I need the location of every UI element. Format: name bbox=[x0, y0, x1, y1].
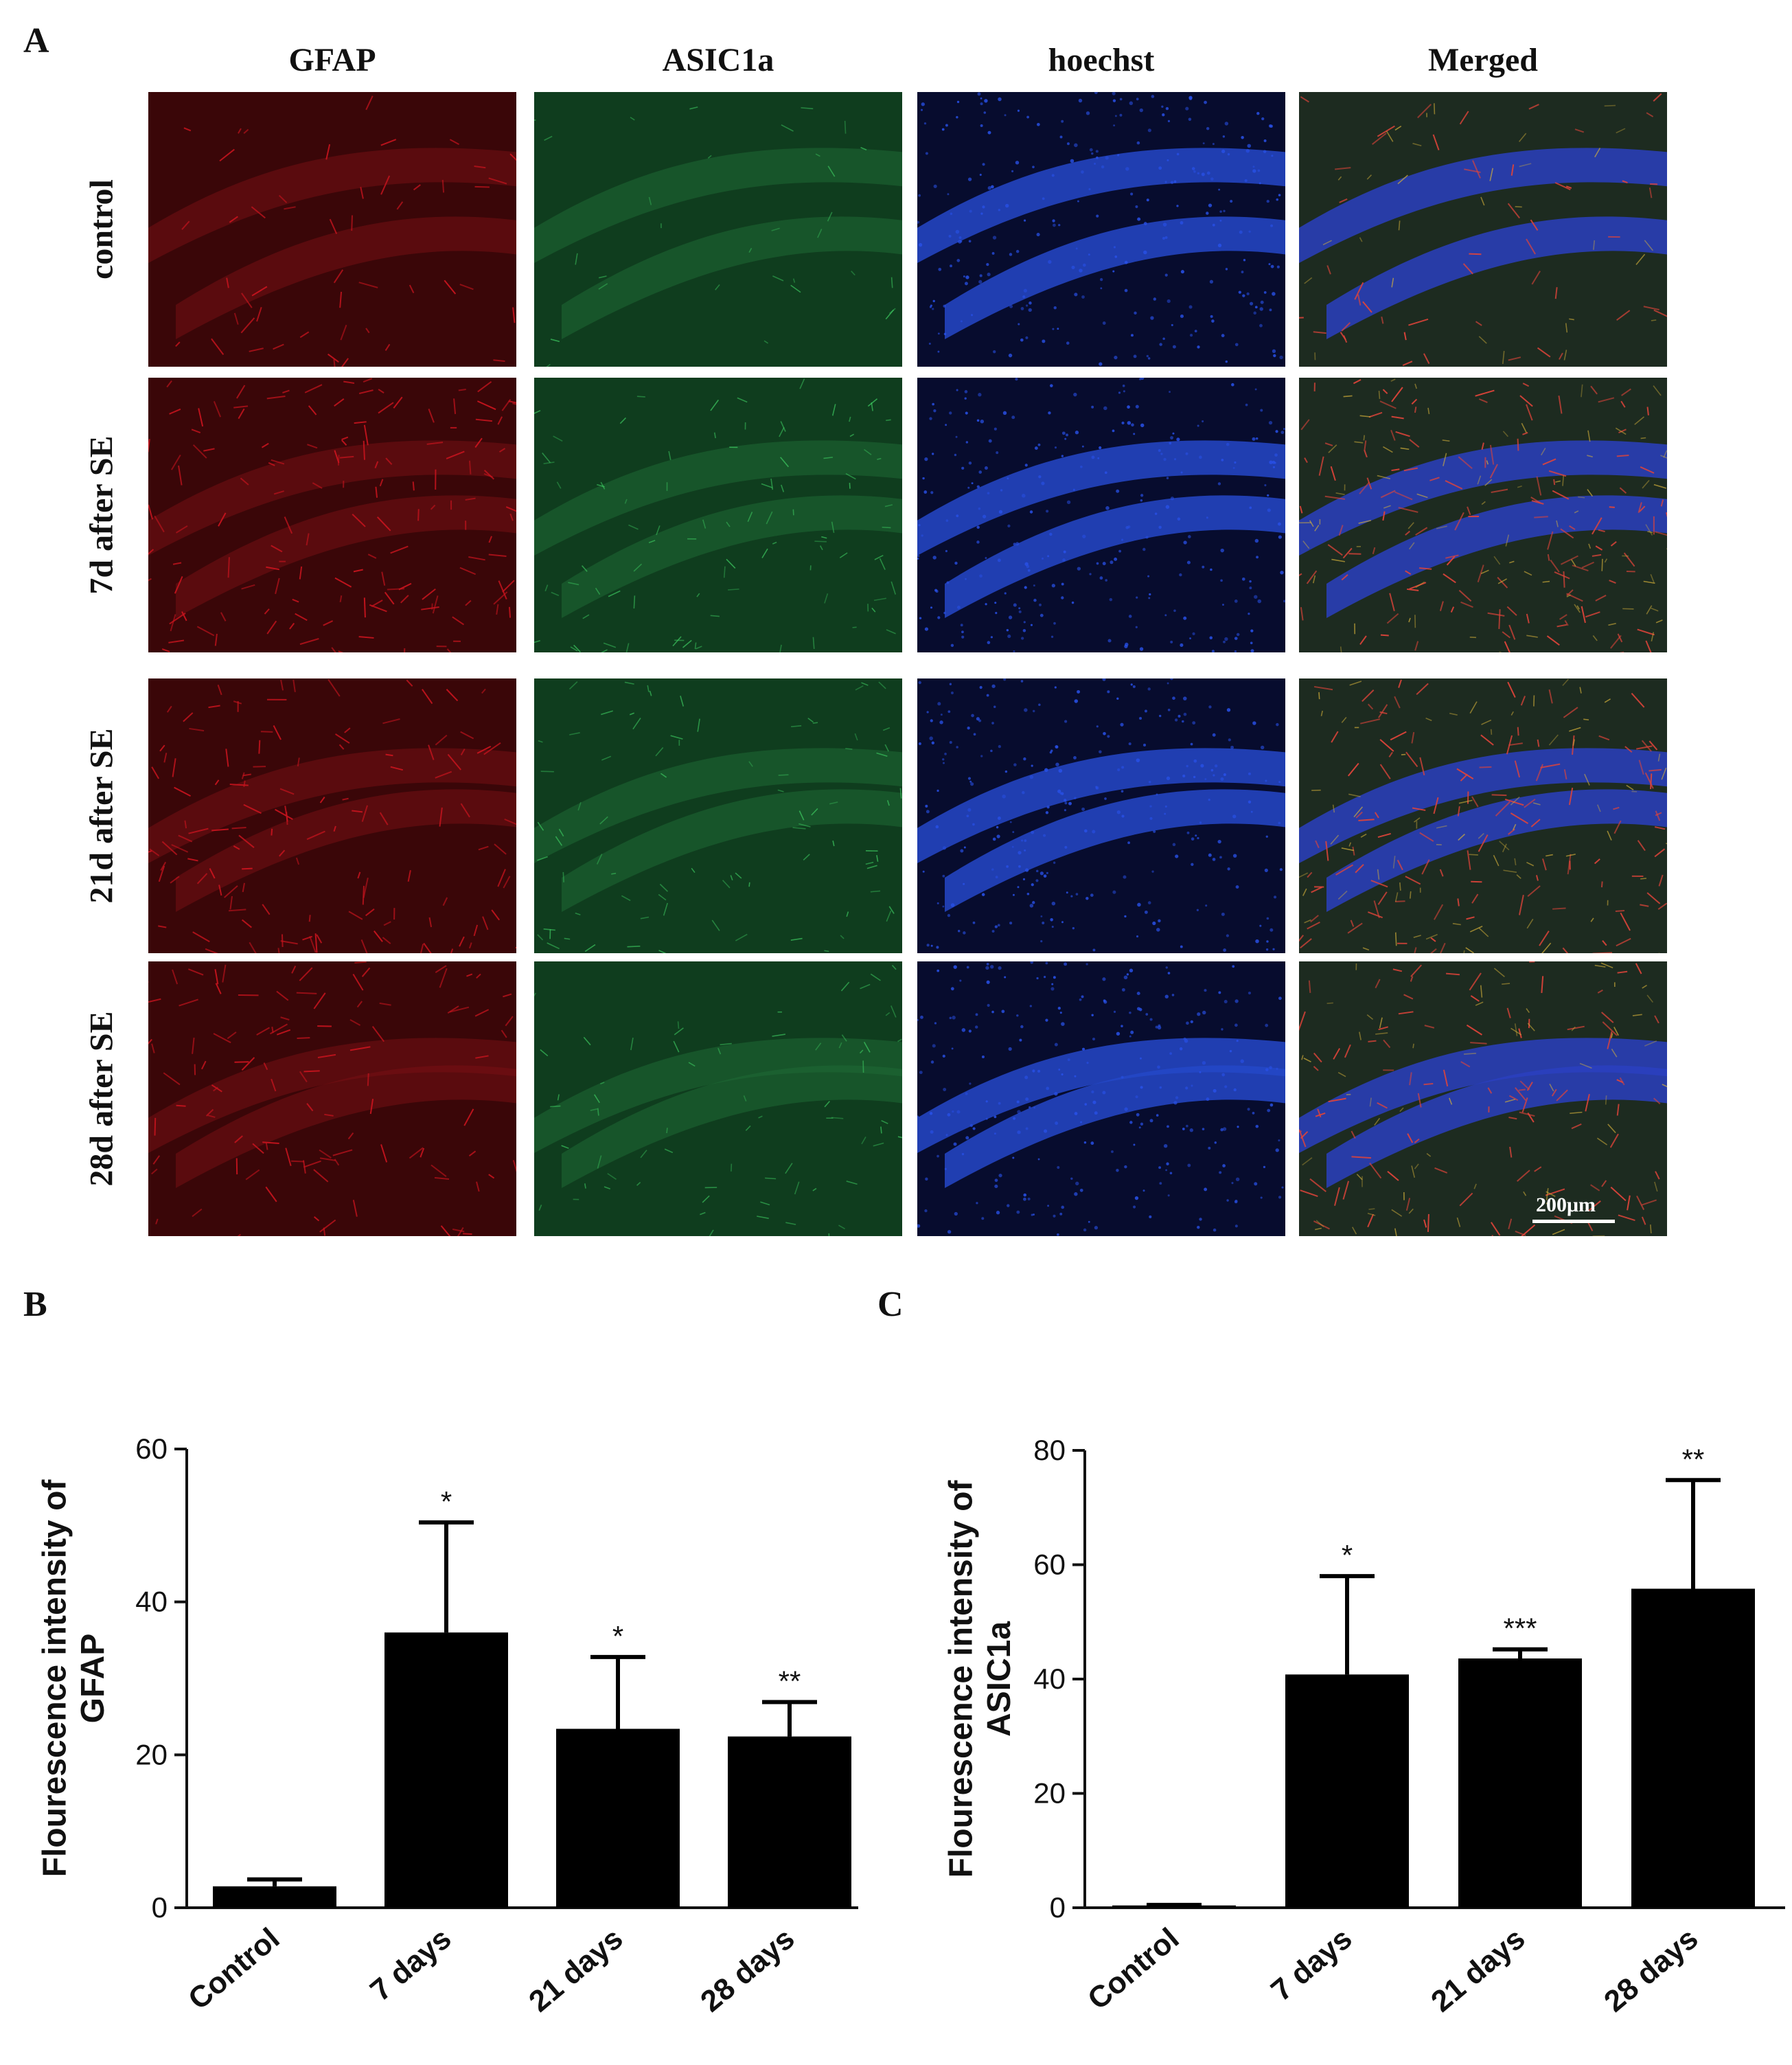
bar-2 bbox=[556, 1729, 680, 1908]
row-label-1: 7d after SE bbox=[83, 435, 120, 595]
micrograph-merged-row-3 bbox=[1299, 961, 1667, 1236]
significance-marker: ** bbox=[779, 1665, 801, 1698]
y-axis-label-line: GFAP bbox=[75, 1634, 111, 1724]
micrograph-hoechst-row-2 bbox=[917, 678, 1285, 953]
bar-0 bbox=[213, 1886, 336, 1908]
y-tick-label: 20 bbox=[135, 1738, 168, 1770]
column-header-gfap: GFAP bbox=[288, 42, 376, 78]
x-category-label: 7 days bbox=[364, 1921, 457, 2008]
column-header-asic1a: ASIC1a bbox=[662, 42, 774, 78]
y-axis-label-line: Flourescence intensity of bbox=[943, 1480, 980, 1878]
bar-1 bbox=[384, 1632, 508, 1908]
significance-marker: * bbox=[441, 1485, 452, 1518]
y-tick-label: 40 bbox=[1033, 1663, 1066, 1695]
significance-marker: *** bbox=[1503, 1612, 1537, 1645]
x-category-label: 28 days bbox=[694, 1921, 801, 2018]
y-axis-label-line: ASIC1a bbox=[981, 1621, 1018, 1737]
micrograph-asic1a-row-3 bbox=[534, 961, 902, 1236]
row-label-0: control bbox=[83, 179, 120, 279]
panel-letter-a: A bbox=[23, 21, 49, 60]
chart-asic1a: 0 20 40 60 80 Flourescence intensity ofASIC1a… bbox=[943, 1434, 1785, 2018]
row-label-2: 21d after SE bbox=[83, 728, 120, 904]
panel-letter-b: B bbox=[23, 1285, 47, 1324]
y-tick-label: 60 bbox=[135, 1433, 168, 1465]
y-axis-label: Flourescence intensity ofGFAP bbox=[37, 1479, 111, 1878]
y-tick-label: 0 bbox=[1050, 1891, 1066, 1924]
micrograph-hoechst-row-0 bbox=[917, 92, 1285, 367]
bar-3 bbox=[1631, 1588, 1755, 1908]
significance-marker: * bbox=[612, 1620, 623, 1652]
column-header-merged: Merged bbox=[1428, 42, 1538, 78]
y-axis-label-line: Flourescence intensity of bbox=[37, 1479, 73, 1878]
significance-marker: * bbox=[1342, 1539, 1353, 1571]
micrograph-hoechst-row-3 bbox=[917, 961, 1285, 1236]
scale-bar-label: 200μm bbox=[1536, 1194, 1596, 1216]
scale-bar bbox=[1532, 1220, 1615, 1223]
micrograph-merged-row-1 bbox=[1299, 378, 1667, 652]
micrograph-asic1a-row-2 bbox=[534, 678, 902, 953]
micrograph-asic1a-row-0 bbox=[534, 92, 902, 367]
y-tick-label: 80 bbox=[1033, 1434, 1066, 1466]
micrograph-merged-row-2 bbox=[1299, 678, 1667, 953]
micrograph-hoechst-row-1 bbox=[917, 378, 1285, 652]
bar-1 bbox=[1285, 1674, 1409, 1908]
x-category-label: 21 days bbox=[522, 1921, 629, 2018]
x-category-label: 7 days bbox=[1265, 1921, 1358, 2008]
bar-3 bbox=[728, 1736, 851, 1908]
x-category-label: 21 days bbox=[1425, 1921, 1531, 2018]
chart-gfap: 0 20 40 60 Flourescence intensity ofGFAP Cont… bbox=[37, 1433, 858, 2018]
row-label-3: 28d after SE bbox=[83, 1011, 120, 1187]
micrograph-gfap-row-1 bbox=[148, 378, 516, 652]
x-category-label: Control bbox=[1081, 1921, 1185, 2016]
y-tick-label: 40 bbox=[135, 1586, 168, 1618]
micrograph-gfap-row-2 bbox=[148, 678, 516, 953]
y-tick-label: 60 bbox=[1033, 1549, 1066, 1581]
micrograph-asic1a-row-1 bbox=[534, 378, 902, 652]
x-category-label: 28 days bbox=[1598, 1921, 1704, 2018]
column-header-hoechst: hoechst bbox=[1048, 42, 1155, 78]
bar-2 bbox=[1458, 1658, 1582, 1908]
panel-letter-c: C bbox=[877, 1285, 904, 1324]
micrograph-merged-row-0 bbox=[1299, 92, 1667, 367]
micrograph-gfap-row-0 bbox=[148, 92, 516, 367]
y-axis-label: Flourescence intensity ofASIC1a bbox=[943, 1480, 1018, 1878]
y-tick-label: 20 bbox=[1033, 1777, 1066, 1810]
x-category-label: Control bbox=[182, 1921, 286, 2016]
y-tick-label: 0 bbox=[152, 1891, 168, 1924]
significance-marker: ** bbox=[1682, 1443, 1705, 1475]
micrograph-gfap-row-3 bbox=[148, 961, 516, 1236]
